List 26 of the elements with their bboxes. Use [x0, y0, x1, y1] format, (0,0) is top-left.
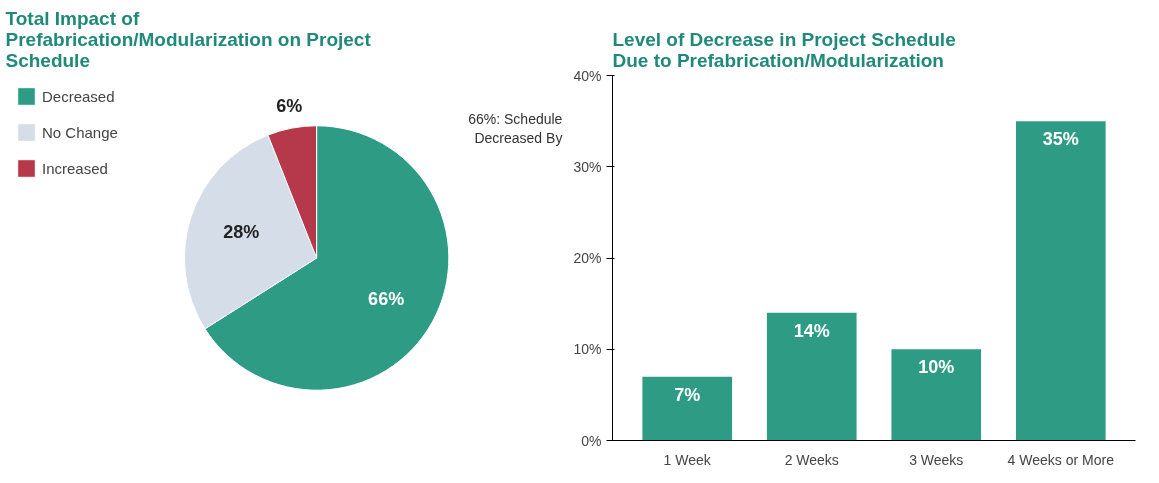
y-tick-label: 30% [573, 158, 602, 175]
data-label: 14% [793, 320, 830, 341]
data-label: 66% [368, 288, 405, 309]
data-label: 6% [276, 95, 303, 116]
legend-label: Decreased [42, 87, 115, 105]
x-tick-label: 4 Weeks or More [1007, 451, 1115, 468]
bar [1015, 121, 1106, 441]
chart-title: Level of Decrease in Project Schedule Due to Prefabrication/Modularization [612, 28, 956, 71]
chart-title: Total Impact of Prefabrication/Modularization on Project Schedule [5, 7, 372, 71]
bar [642, 376, 733, 441]
y-tick-label: 10% [573, 341, 602, 358]
x-tick-label: 2 Weeks [784, 451, 839, 468]
bar [766, 312, 857, 441]
legend-label: Increased [42, 159, 108, 177]
x-tick-label: 3 Weeks [909, 451, 964, 468]
x-tick-label: 1 Week [663, 451, 712, 468]
data-label: 7% [674, 384, 701, 405]
y-tick-label: 40% [573, 67, 602, 84]
data-label: 28% [223, 221, 260, 242]
text: 66%: Schedule Decreased By [468, 110, 563, 147]
y-tick-label: 0% [581, 432, 602, 449]
legend-label: No Change [42, 123, 118, 141]
y-tick-label: 20% [573, 250, 602, 266]
data-label: 10% [918, 357, 955, 378]
data-label: 35% [1042, 129, 1079, 150]
bar [891, 349, 982, 441]
